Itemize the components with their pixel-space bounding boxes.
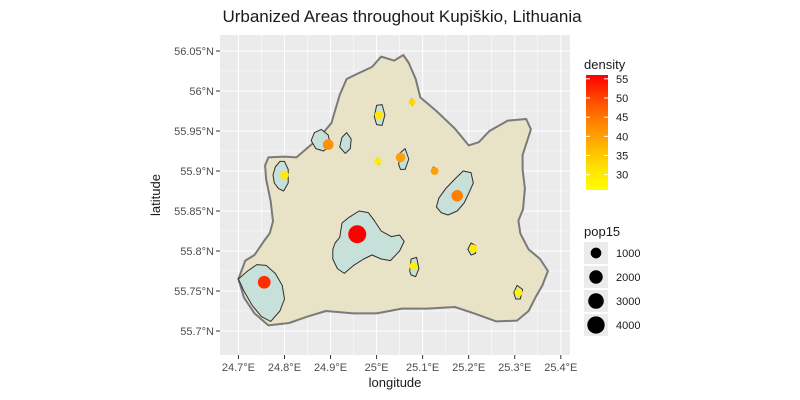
pop15-size-keys: 1000 2000 3000 4000 [584,242,640,336]
settlement-point [374,110,384,120]
density-colorbar [586,75,608,190]
y-tick-label: 55.75°N [174,286,214,298]
x-tick-label: 24.8°E [268,362,301,374]
chart-title: Urbanized Areas throughout Kupiškio, Lit… [222,7,582,26]
density-legend: density 55 50 45 40 35 30 [584,57,628,190]
urban-area [237,264,285,322]
pop15-key-dot [587,316,605,334]
pop15-key-label: 4000 [616,320,640,332]
district-boundary [237,54,549,327]
settlement-point [395,152,406,163]
settlement-point [280,170,289,180]
settlement-point [257,275,271,289]
colorbar-label: 40 [616,131,628,143]
settlement-point [348,225,367,244]
x-tick-label: 24.7°E [222,362,255,374]
x-axis: 24.7°E 24.8°E 24.9°E 25°E 25.1°E 25.2°E 25.3°E… [222,355,577,374]
density-legend-title: density [584,57,626,72]
y-tick-label: 55.9°N [180,166,214,178]
x-tick-label: 25.4°E [544,362,577,374]
x-tick-label: 25.1°E [406,362,439,374]
x-tick-label: 25.2°E [452,362,485,374]
pop15-key-dot [590,247,602,259]
y-axis-title: latitude [148,174,163,216]
settlement-point [430,167,439,175]
settlement-point [469,244,478,253]
settlement-point [374,157,382,165]
pop15-key-dot [589,270,603,284]
y-tick-label: 55.8°N [180,246,214,258]
x-tick-label: 25°E [365,362,389,374]
y-tick-label: 55.7°N [180,326,214,338]
y-tick-label: 56°N [189,86,214,98]
pop15-key-label: 2000 [616,272,640,284]
settlement-point [409,262,418,271]
settlement-points [257,98,523,297]
y-tick-label: 55.85°N [174,206,214,218]
settlement-point [408,98,416,106]
pop15-legend-title: pop15 [584,224,620,239]
settlement-point [322,139,334,150]
colorbar-label: 50 [616,93,628,105]
pop15-key-label: 1000 [616,248,640,260]
settlement-point [514,288,523,297]
pop15-legend: pop15 1000 2000 3000 4000 [584,224,640,336]
density-colorbar-ticks: 55 50 45 40 35 30 [586,74,628,182]
colorbar-label: 30 [616,170,628,182]
y-tick-label: 55.95°N [174,126,214,138]
urban-area [332,210,405,274]
map-layer [237,54,549,327]
y-tick-label: 56.05°N [174,46,214,58]
colorbar-label: 55 [616,74,628,86]
pop15-key-dot [588,293,604,309]
colorbar-label: 45 [616,112,628,124]
x-axis-title: longitude [369,375,422,390]
y-axis: 55.7°N 55.75°N 55.8°N 55.85°N 55.9°N 55.95°N 5… [174,46,220,338]
settlement-point [451,189,463,202]
x-tick-label: 24.9°E [314,362,347,374]
x-tick-label: 25.3°E [498,362,531,374]
pop15-key-label: 3000 [616,296,640,308]
colorbar-label: 35 [616,151,628,163]
urban-area [339,132,352,154]
plot-panel [220,35,570,355]
